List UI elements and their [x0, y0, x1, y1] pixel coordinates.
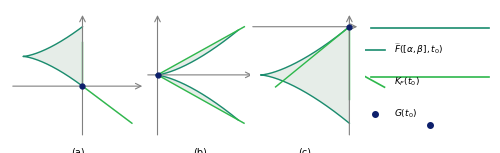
Text: (b): (b) — [193, 148, 207, 153]
Polygon shape — [260, 27, 350, 123]
Polygon shape — [23, 27, 132, 123]
Text: $G(t_0)$: $G(t_0)$ — [394, 108, 416, 120]
Text: $K_F(t_0)$: $K_F(t_0)$ — [394, 76, 419, 88]
Text: (c): (c) — [298, 148, 312, 153]
Text: $\widehat{F}([\alpha,\beta],t_0)$: $\widehat{F}([\alpha,\beta],t_0)$ — [394, 42, 442, 57]
Polygon shape — [156, 27, 244, 123]
Text: (a): (a) — [70, 148, 85, 153]
